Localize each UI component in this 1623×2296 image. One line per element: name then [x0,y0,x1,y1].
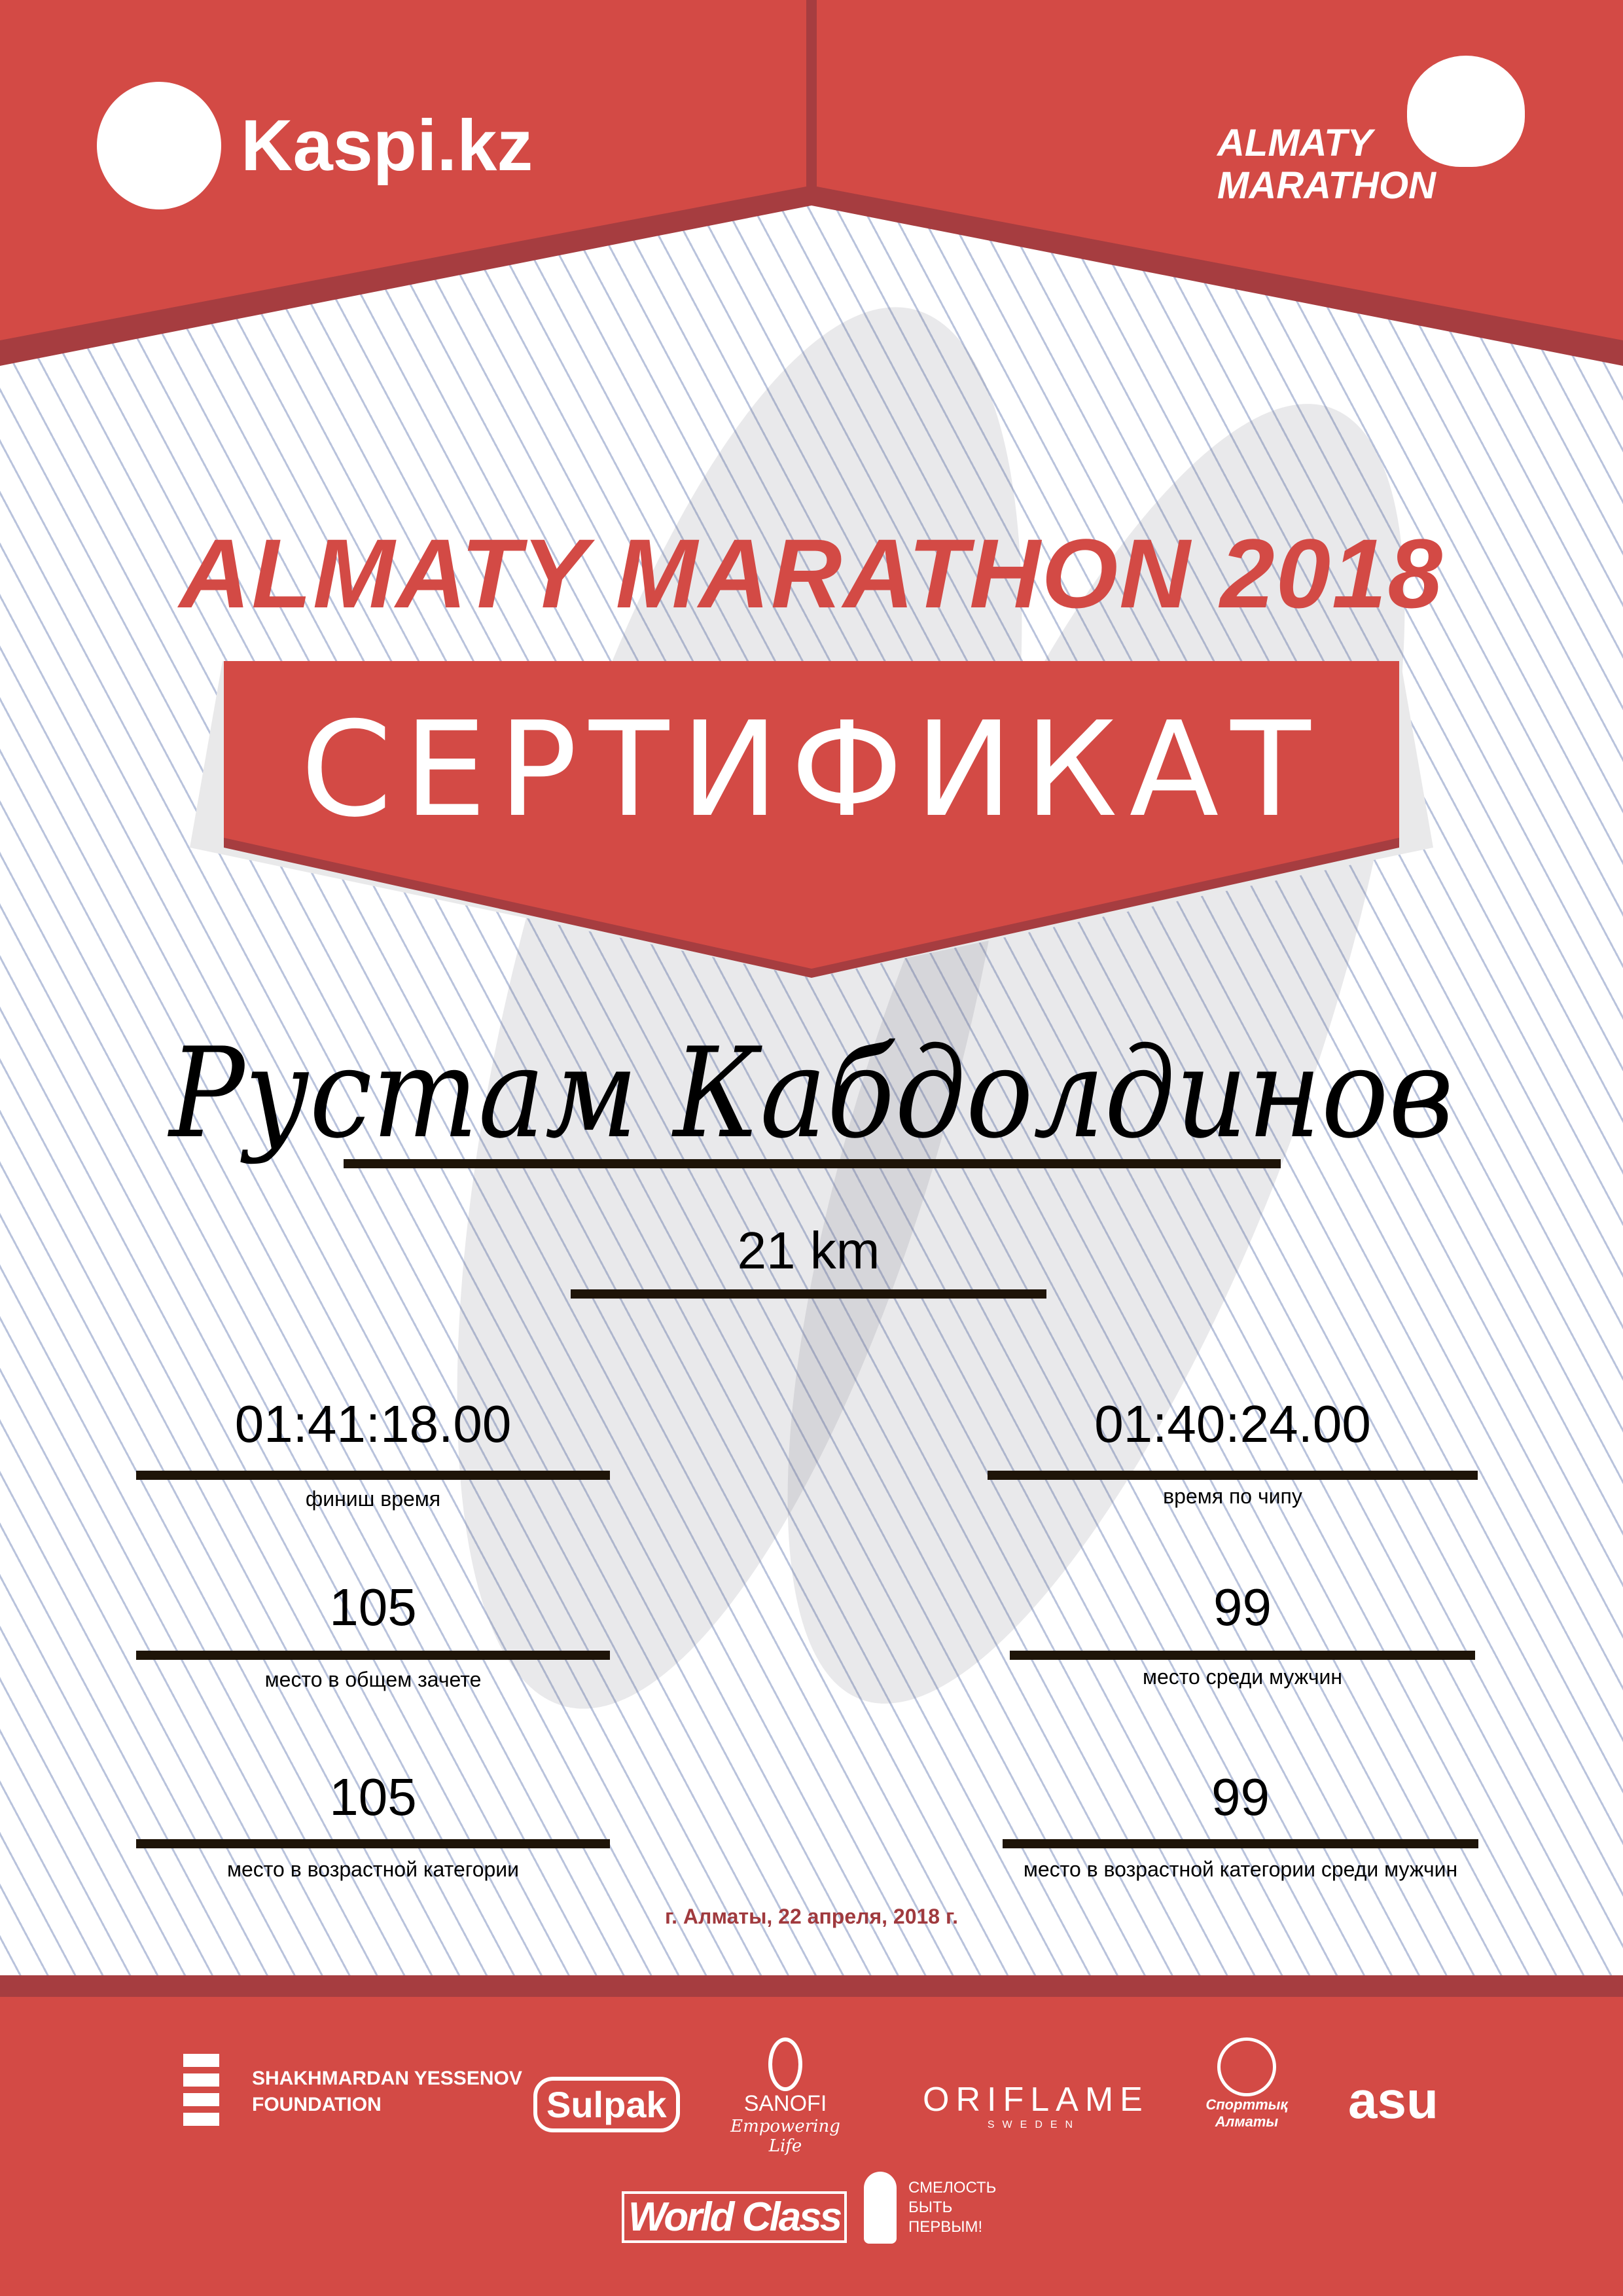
divider [136,1471,610,1480]
fund-text-3: ПЕРВЫМ! [908,2218,983,2236]
age-place-label: место в возрастной категории [226,1857,520,1881]
runner-icon [1407,56,1525,167]
age-male-place-label: место в возрастной категории среди мужчи… [1023,1857,1458,1881]
yessenov-text: SHAKHMARDAN YESSENOV [252,2067,522,2089]
yessenov-text-2: FOUNDATION [252,2093,382,2115]
almaty-marathon-logo: ALMATY MARATHON [1217,56,1525,213]
kaspi-logo-text: Kaspi.kz [241,105,533,186]
sulpak-logo: Sulpak [533,2077,680,2132]
finish-time: 01:41:18.00 [234,1395,512,1453]
oriflame-sub: SWEDEN [987,2119,1081,2130]
kaspi-icon [97,82,221,209]
sanofi-tagline: Empowering Life [730,2117,840,2156]
divider [988,1471,1478,1480]
certificate-label: СЕРТИФИКАТ [300,694,1323,846]
logo-line2: MARATHON [1217,164,1436,207]
fund-text-1: СМЕЛОСТЬ [908,2179,997,2197]
sport-almaty-emblem [1217,2037,1276,2096]
sport-almaty-text: Спорттық Алматы [1205,2096,1288,2130]
yessenov-logo: SHAKHMARDAN YESSENOV FOUNDATION [183,2054,522,2129]
logo-line1: ALMATY [1217,122,1373,164]
event-title: ALMATY MARATHON 2018 [179,518,1444,628]
age-male-place: 99 [1211,1768,1270,1826]
corporate-fund-logo: СМЕЛОСТЬ БЫТЬ ПЕРВЫМ! [864,2172,996,2244]
sanofi-icon [768,2037,802,2091]
fund-text-2: БЫТЬ [908,2198,953,2216]
finish-time-label: финиш время [305,1487,441,1511]
date-place: г. Алматы, 22 апреля, 2018 г. [665,1905,958,1928]
yessenov-icon [183,2054,219,2129]
sport-almaty-logo: Спорттық Алматы [1201,2037,1293,2130]
male-place: 99 [1213,1578,1272,1636]
overall-place: 105 [329,1578,417,1636]
divider [1010,1651,1475,1660]
sanofi-logo: SANOFI Empowering Life [720,2037,851,2156]
kaspi-logo: Kaspi.kz [97,82,533,209]
divider [136,1839,610,1848]
asu-logo: asu [1348,2071,1438,2129]
footer-band [0,1975,1623,1997]
chip-time: 01:40:24.00 [1094,1395,1371,1453]
header-banner [0,0,1623,366]
world-class-logo: World Class [622,2191,847,2243]
divider [1003,1839,1478,1848]
chip-time-label: время по чипу [1163,1484,1302,1508]
divider [136,1651,610,1660]
sanofi-text: SANOFI [743,2091,827,2116]
name-underline [344,1159,1281,1168]
certificate-ribbon [190,661,1433,978]
overall-place-label: место в общем зачете [264,1668,482,1691]
male-place-label: место среди мужчин [1142,1665,1343,1689]
oriflame-logo: ORIFLAME SWEDEN [923,2080,1145,2131]
age-place: 105 [329,1768,417,1826]
fund-icon [864,2172,897,2244]
distance: 21 km [737,1221,880,1280]
sponsor-footer: SHAKHMARDAN YESSENOV FOUNDATION Sulpak S… [0,1975,1623,2296]
participant-name: Рустам Кабдолдинов [169,1021,1454,1166]
oriflame-text: ORIFLAME [923,2081,1149,2119]
distance-underline [571,1289,1046,1299]
